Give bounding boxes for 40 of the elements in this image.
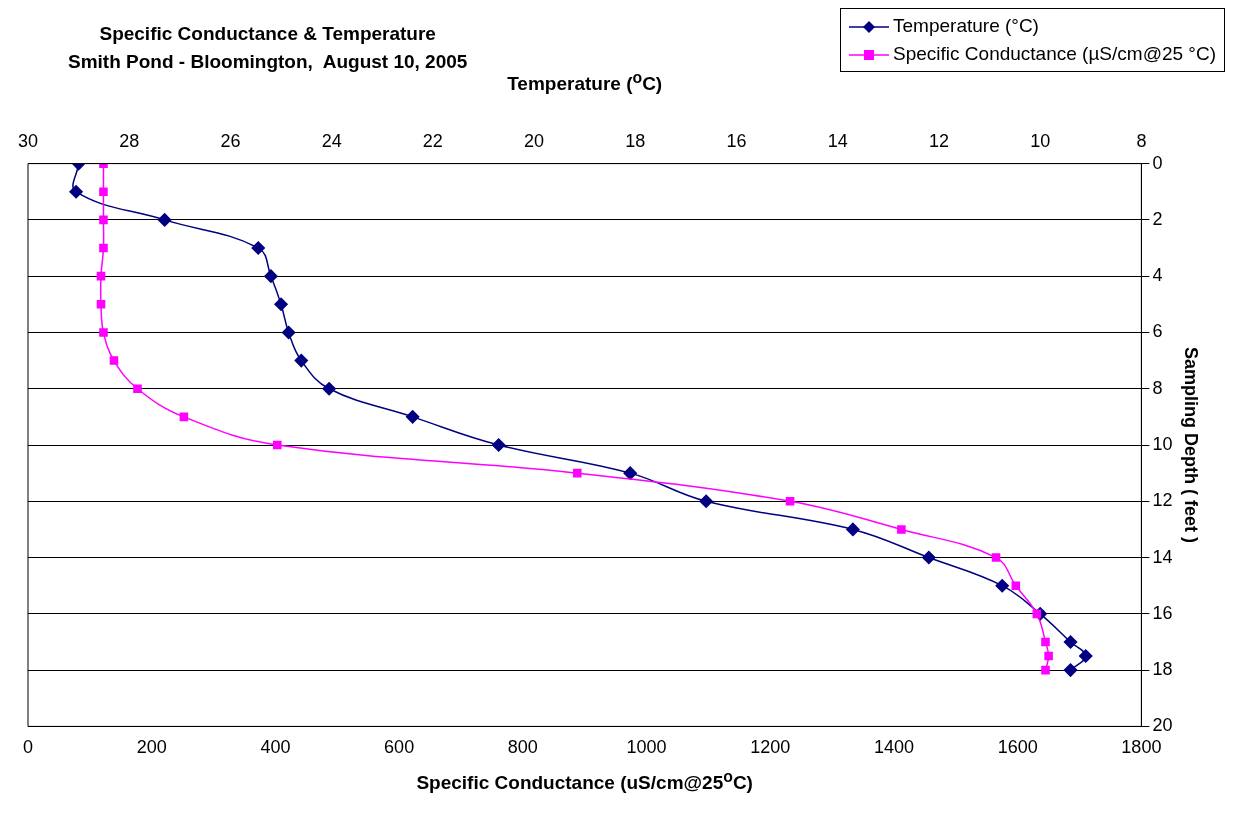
x-tick-label: 1400: [873, 737, 914, 758]
x-tick-label: 600: [384, 737, 415, 758]
chart-title: Specific Conductance & Temperature: [98, 22, 437, 46]
y-tick-label: 6: [1152, 321, 1163, 342]
x2-tick-label: 20: [524, 130, 545, 151]
x2-tick-label: 24: [321, 130, 342, 151]
x-tick-label: 0: [22, 737, 34, 758]
x2-tick-label: 30: [17, 130, 39, 151]
x2-axis-title: Temperature ($^{o}$C): [507, 68, 663, 94]
x-tick-label: 800: [507, 737, 538, 758]
x-tick-label: 1800: [1121, 737, 1162, 758]
x2-tick-label: 8: [1136, 130, 1147, 151]
x2-tick-label: 26: [220, 130, 241, 151]
y-tick-label: 4: [1152, 265, 1163, 286]
x2-tick-label: 12: [928, 130, 949, 151]
x-tick-label: 400: [260, 737, 291, 758]
x2-tick-label: 28: [119, 130, 140, 151]
chart-subtitle: Smith Pond - Bloomington, August 10, 2005: [68, 50, 468, 74]
legend-label: Temperature (°C): [892, 14, 1040, 38]
x-axis-title: Specific Conductance (uS/cm@25$^{o}$C): [415, 768, 754, 795]
x-tick-label: 200: [136, 737, 167, 758]
y-tick-label: 20: [1152, 715, 1173, 736]
y-tick-label: 18: [1152, 659, 1173, 680]
y-tick-label: 14: [1152, 546, 1173, 567]
x2-tick-label: 22: [422, 130, 443, 151]
x2-tick-label: 16: [726, 130, 747, 151]
legend-label: Specific Conductance (µS/cm@25 °C): [892, 42, 1216, 66]
y-tick-label: 8: [1152, 377, 1163, 398]
y-tick-label: 12: [1152, 490, 1173, 511]
x-tick-label: 1600: [997, 737, 1038, 758]
y-axis-title: Sampling Depth ( feet ): [1181, 346, 1202, 544]
y-tick-label: 10: [1152, 433, 1173, 454]
y-tick-label: 16: [1152, 602, 1173, 623]
x2-tick-label: 14: [827, 130, 848, 151]
x-tick-label: 1200: [750, 737, 791, 758]
y-tick-label: 2: [1152, 208, 1163, 229]
y-tick-label: 0: [1152, 152, 1163, 173]
x-tick-label: 1000: [626, 737, 667, 758]
x2-tick-label: 18: [625, 130, 646, 151]
x2-tick-label: 10: [1030, 130, 1051, 151]
